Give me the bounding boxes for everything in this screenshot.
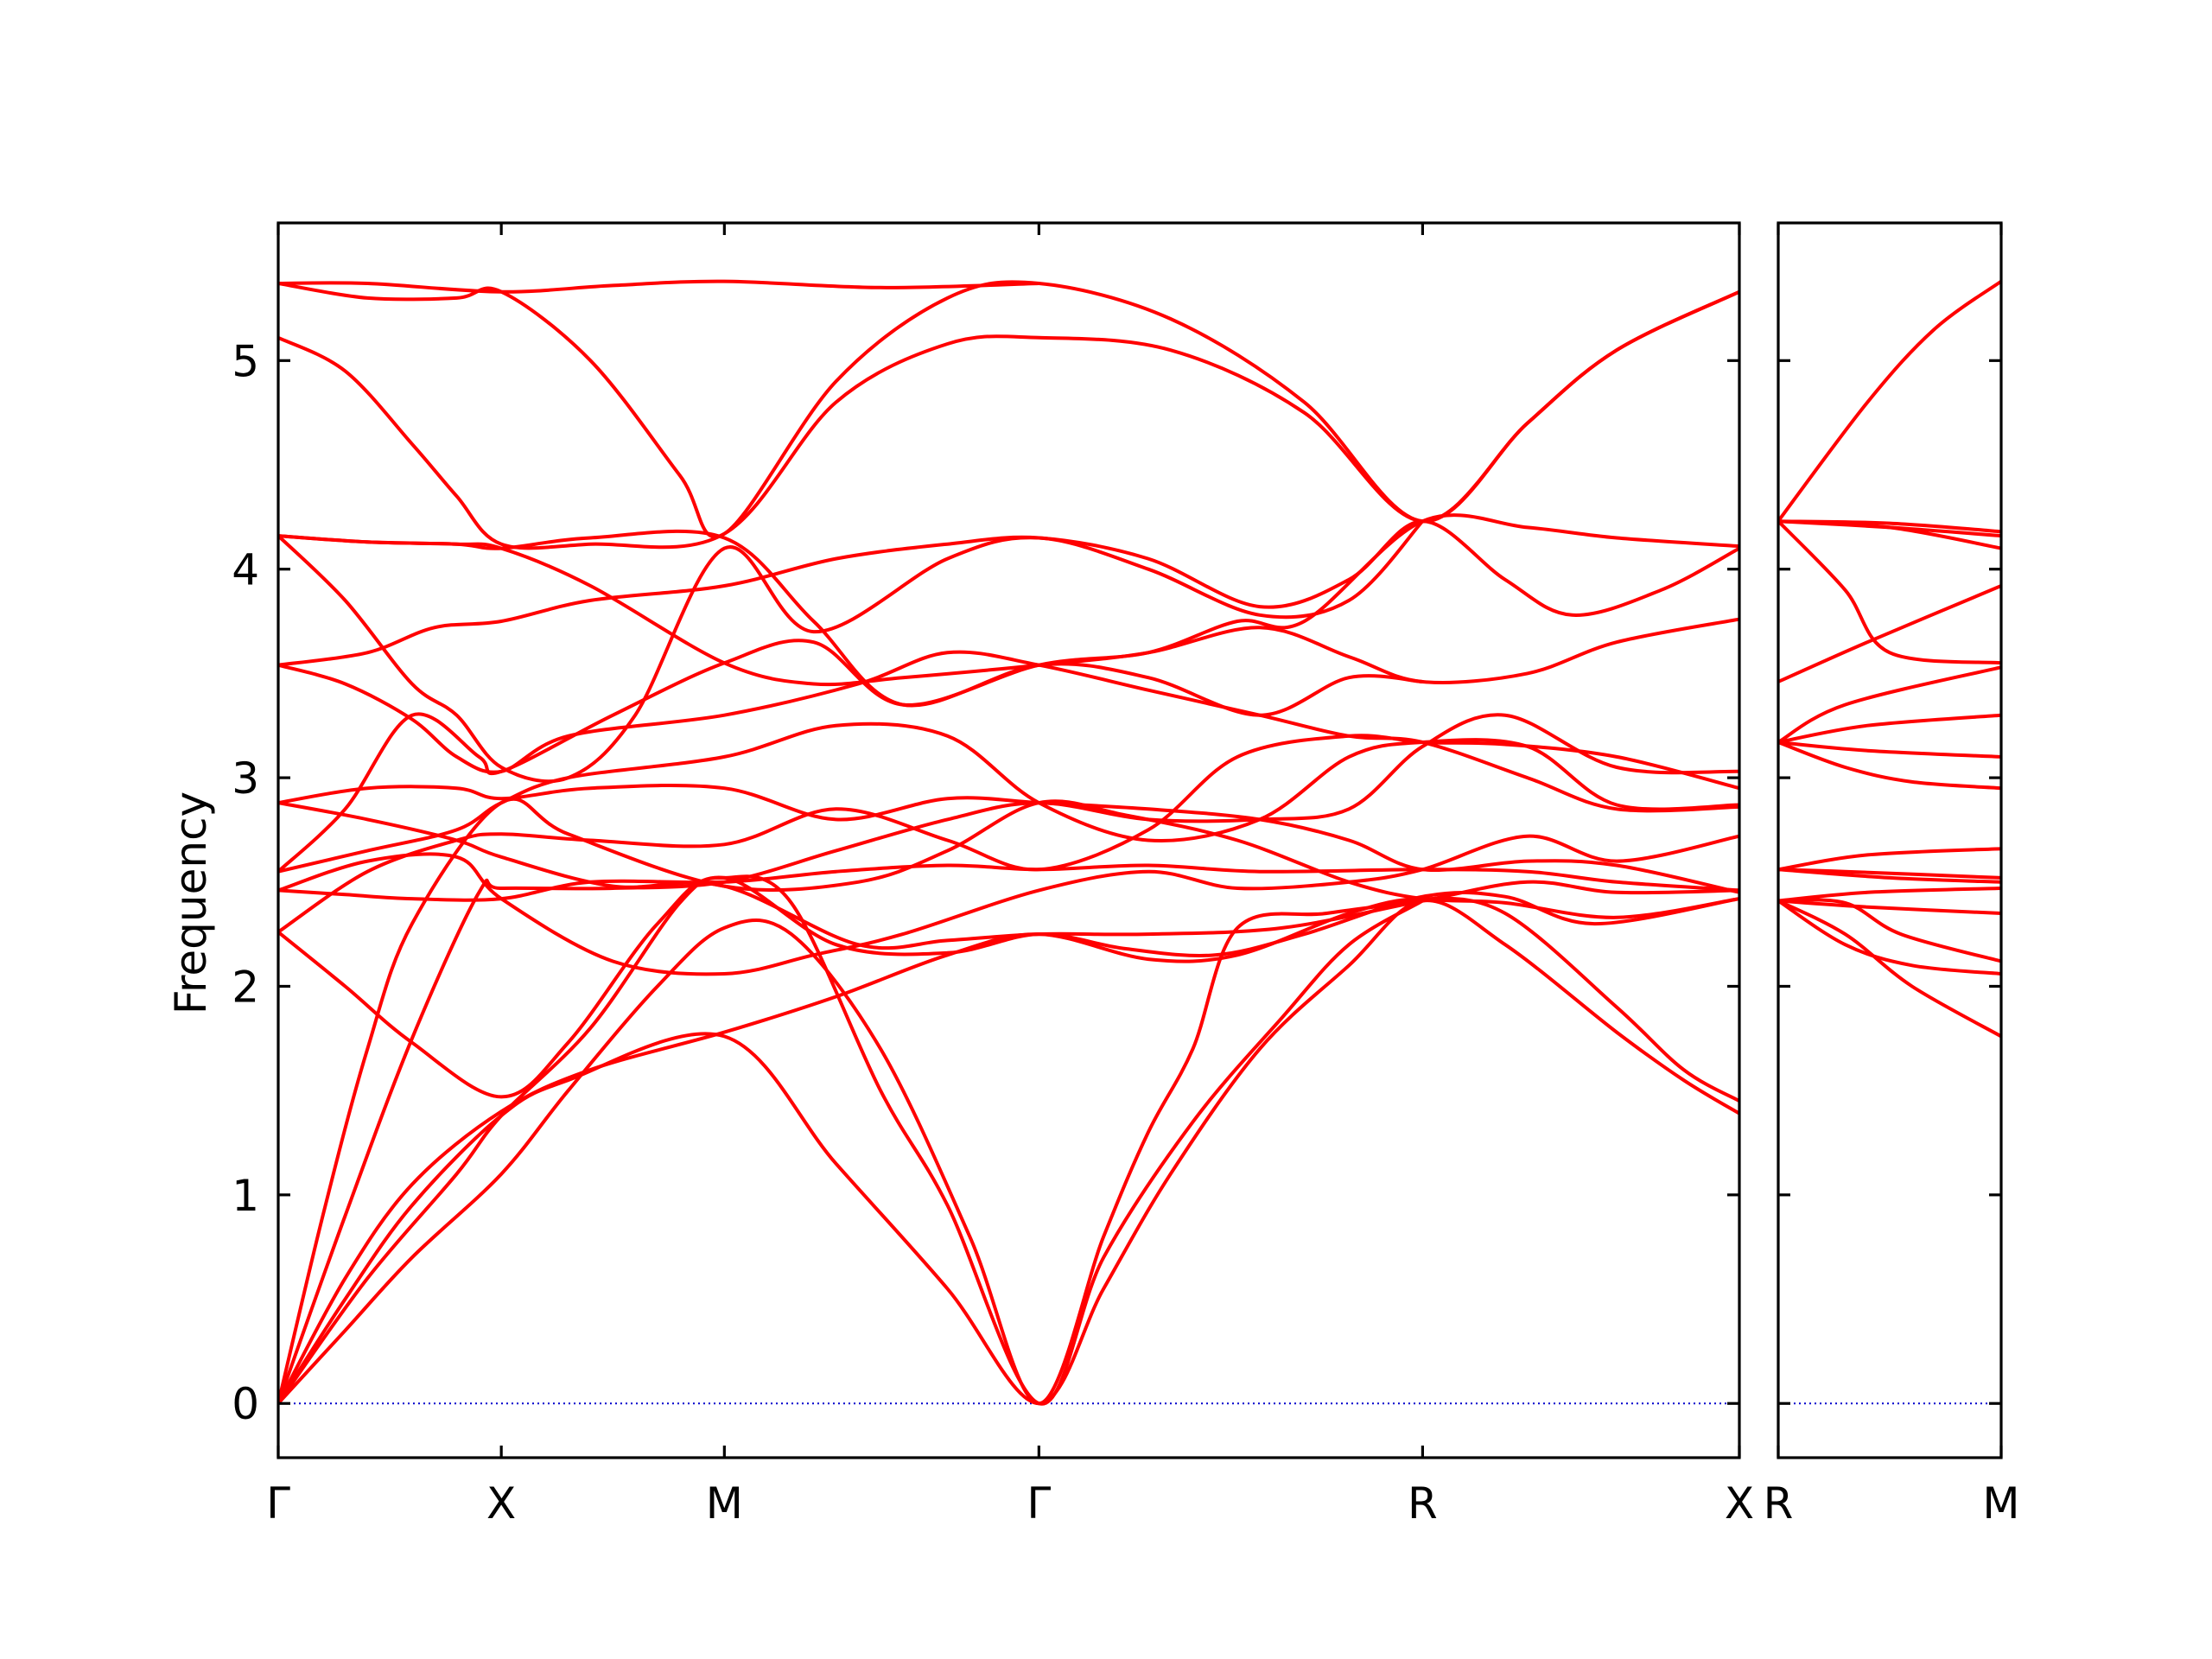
- phonon-band-0-7: [278, 734, 1739, 934]
- phonon-band-1-16: [1778, 519, 2001, 534]
- x-tick-label-Γ: Γ: [1027, 1478, 1051, 1529]
- phonon-band-1-7: [1778, 847, 2001, 872]
- x-tick-label-M: M: [1982, 1478, 2019, 1529]
- phonon-band-0-13: [278, 783, 1739, 894]
- y-tick-label: 1: [232, 1171, 259, 1221]
- phonon-band-1-0: [1778, 899, 2001, 1039]
- phonon-band-0-11: [278, 513, 1739, 874]
- y-tick-label: 5: [232, 336, 259, 386]
- plot-frame: [276, 221, 1741, 1459]
- phonon-band-0-19: [278, 289, 1739, 550]
- phonon-band-1-13: [1778, 519, 2001, 665]
- phonon-band-0-9: [278, 834, 1739, 976]
- phonon-band-1-9: [1778, 741, 2001, 759]
- phonon-band-1-17: [1778, 279, 2001, 524]
- phonon-band-0-18: [278, 529, 1425, 717]
- phonon-band-1-6: [1778, 868, 2001, 880]
- phonon-band-0-5: [278, 874, 1425, 1406]
- phonon-band-0-8: [278, 863, 1739, 902]
- phonon-band-1-10: [1778, 713, 2001, 744]
- phonon-band-1-12: [1778, 584, 2001, 683]
- phonon-band-1-3: [1778, 899, 2001, 915]
- phonon-band-0-6: [278, 875, 1739, 1099]
- phonon-band-1-11: [1778, 665, 2001, 744]
- phonon-band-0-3: [278, 713, 1739, 1406]
- phonon-band-0-16: [278, 519, 1425, 784]
- phonon-band-0-0: [278, 899, 1739, 1406]
- phonon-band-0-4: [278, 899, 1425, 1406]
- phonon-band-1-2: [1778, 898, 2001, 963]
- plot-frame: [1777, 221, 2003, 1459]
- x-tick-label-Γ: Γ: [266, 1478, 290, 1529]
- phonon-band-1-8: [1778, 741, 2001, 791]
- x-tick-label-R: R: [1408, 1478, 1438, 1529]
- x-tick-label-R: R: [1764, 1478, 1794, 1529]
- phonon-band-0-21: [278, 279, 1041, 294]
- x-tick-label-X: X: [1725, 1478, 1754, 1529]
- phonon-band-0-10: [278, 721, 1739, 874]
- y-tick-label: 4: [232, 545, 259, 595]
- phonon-band-0-14: [278, 650, 1739, 813]
- phonon-band-0-17: [278, 534, 1739, 687]
- y-tick-label: 3: [232, 753, 259, 804]
- band-panel-main: 0 1 2 3 4 5 Γ X M Γ R X: [232, 221, 1754, 1529]
- phonon-band-0-20: [278, 280, 1739, 539]
- y-tick-label: 0: [232, 1379, 259, 1429]
- y-axis-label: Frequency: [166, 791, 216, 1014]
- phonon-band-0-12: [278, 801, 1739, 950]
- y-tick-label: 2: [232, 962, 259, 1012]
- phonon-band-0-1: [278, 896, 1739, 1406]
- phonon-band-1-1: [1778, 899, 2001, 976]
- x-tick-label-M: M: [706, 1478, 743, 1529]
- x-tick-label-X: X: [486, 1478, 516, 1529]
- phonon-band-1-4: [1778, 887, 2001, 903]
